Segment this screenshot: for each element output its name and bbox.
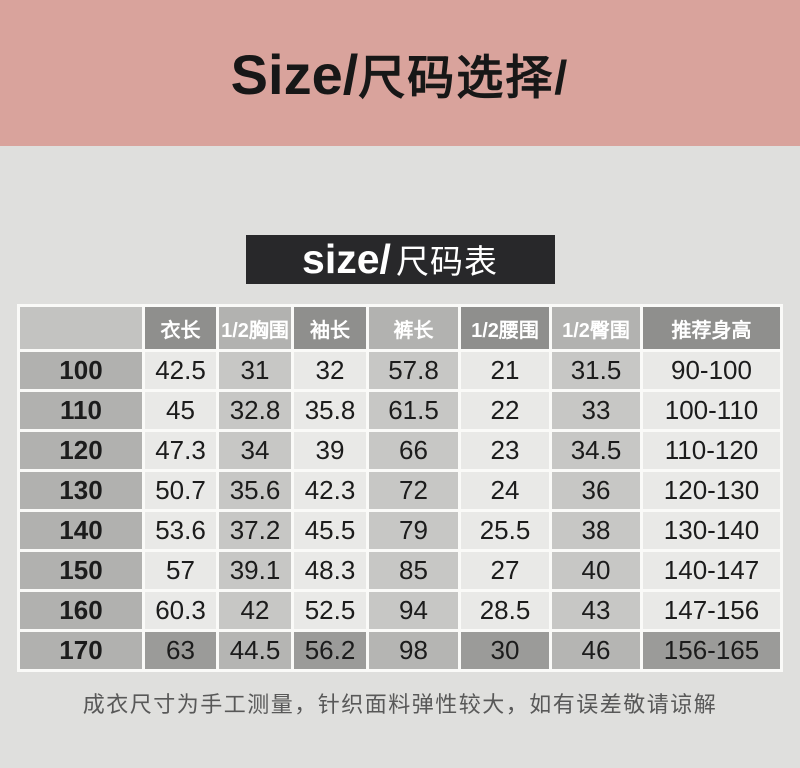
size-cell: 37.2 — [219, 512, 291, 549]
size-cell: 60.3 — [145, 592, 216, 629]
size-table: 衣长 1/2胸围 袖长 裤长 1/2腰围 1/2臀围 推荐身高 100 42.5 31 32 57.… — [17, 304, 783, 672]
size-cell: 21 — [461, 352, 549, 389]
size-cell: 156-165 — [643, 632, 780, 669]
size-cell: 42.3 — [294, 472, 366, 509]
size-cell: 56.2 — [294, 632, 366, 669]
size-cell: 32 — [294, 352, 366, 389]
size-chart-header-en: size/ — [302, 236, 391, 282]
size-cell: 61.5 — [369, 392, 458, 429]
size-cell: 47.3 — [145, 432, 216, 469]
header-cell: 1/2腰围 — [461, 307, 549, 349]
size-cell: 24 — [461, 472, 549, 509]
header-cell: 推荐身高 — [643, 307, 780, 349]
size-cell: 90-100 — [643, 352, 780, 389]
size-cell: 72 — [369, 472, 458, 509]
size-cell: 34 — [219, 432, 291, 469]
size-cell: 85 — [369, 552, 458, 589]
size-cell: 39 — [294, 432, 366, 469]
size-cell: 79 — [369, 512, 458, 549]
size-cell: 35.8 — [294, 392, 366, 429]
size-cell: 31 — [219, 352, 291, 389]
size-cell: 33 — [552, 392, 640, 429]
size-row-label: 160 — [20, 592, 142, 629]
size-cell: 36 — [552, 472, 640, 509]
size-cell: 66 — [369, 432, 458, 469]
size-cell: 43 — [552, 592, 640, 629]
size-cell: 140-147 — [643, 552, 780, 589]
size-row: 100 42.5 31 32 57.8 21 31.5 90-100 — [20, 352, 780, 389]
size-row-label: 170 — [20, 632, 142, 669]
size-table-head: 衣长 1/2胸围 袖长 裤长 1/2腰围 1/2臀围 推荐身高 — [20, 307, 780, 349]
corner-cell — [20, 307, 142, 349]
size-cell: 22 — [461, 392, 549, 429]
size-cell: 39.1 — [219, 552, 291, 589]
size-cell: 98 — [369, 632, 458, 669]
size-row: 160 60.3 42 52.5 94 28.5 43 147-156 — [20, 592, 780, 629]
size-cell: 45.5 — [294, 512, 366, 549]
size-cell: 120-130 — [643, 472, 780, 509]
size-cell: 46 — [552, 632, 640, 669]
size-row: 170 63 44.5 56.2 98 30 46 156-165 — [20, 632, 780, 669]
header-cell: 1/2胸围 — [219, 307, 291, 349]
size-cell: 57 — [145, 552, 216, 589]
size-cell: 94 — [369, 592, 458, 629]
page-title: Size/尺码选择/ — [231, 39, 570, 108]
size-row-label: 100 — [20, 352, 142, 389]
size-row: 140 53.6 37.2 45.5 79 25.5 38 130-140 — [20, 512, 780, 549]
size-cell: 53.6 — [145, 512, 216, 549]
size-banner: Size/尺码选择/ — [0, 0, 800, 146]
size-cell: 25.5 — [461, 512, 549, 549]
size-row-label: 140 — [20, 512, 142, 549]
size-row: 150 57 39.1 48.3 85 27 40 140-147 — [20, 552, 780, 589]
size-cell: 30 — [461, 632, 549, 669]
size-cell: 42 — [219, 592, 291, 629]
header-cell: 1/2臀围 — [552, 307, 640, 349]
size-row: 130 50.7 35.6 42.3 72 24 36 120-130 — [20, 472, 780, 509]
header-cell: 衣长 — [145, 307, 216, 349]
size-cell: 38 — [552, 512, 640, 549]
size-cell: 32.8 — [219, 392, 291, 429]
size-cell: 28.5 — [461, 592, 549, 629]
size-cell: 31.5 — [552, 352, 640, 389]
size-cell: 40 — [552, 552, 640, 589]
size-cell: 63 — [145, 632, 216, 669]
size-cell: 50.7 — [145, 472, 216, 509]
size-table-body: 100 42.5 31 32 57.8 21 31.5 90-100 110 45 32.8 35.8… — [20, 352, 780, 669]
size-chart-header: size/ 尺码表 — [245, 235, 555, 284]
size-cell: 34.5 — [552, 432, 640, 469]
size-cell: 42.5 — [145, 352, 216, 389]
size-cell: 35.6 — [219, 472, 291, 509]
size-cell: 45 — [145, 392, 216, 429]
size-row-label: 150 — [20, 552, 142, 589]
size-row-label: 110 — [20, 392, 142, 429]
size-cell: 52.5 — [294, 592, 366, 629]
size-row-label: 130 — [20, 472, 142, 509]
size-cell: 23 — [461, 432, 549, 469]
size-row-label: 120 — [20, 432, 142, 469]
size-cell: 147-156 — [643, 592, 780, 629]
header-cell: 袖长 — [294, 307, 366, 349]
size-chart-header-zh: 尺码表 — [395, 243, 498, 280]
page-title-zh: 尺码选择/ — [358, 50, 570, 104]
size-row: 120 47.3 34 39 66 23 34.5 110-120 — [20, 432, 780, 469]
size-cell: 100-110 — [643, 392, 780, 429]
size-cell: 44.5 — [219, 632, 291, 669]
size-cell: 110-120 — [643, 432, 780, 469]
size-row: 110 45 32.8 35.8 61.5 22 33 100-110 — [20, 392, 780, 429]
size-cell: 130-140 — [643, 512, 780, 549]
size-cell: 27 — [461, 552, 549, 589]
measurement-note: 成衣尺寸为手工测量，针织面料弹性较大，如有误差敬请谅解 — [82, 692, 718, 717]
header-cell: 裤长 — [369, 307, 458, 349]
size-cell: 48.3 — [294, 552, 366, 589]
size-cell: 57.8 — [369, 352, 458, 389]
page-title-en: Size/ — [230, 42, 359, 106]
header-row: 衣长 1/2胸围 袖长 裤长 1/2腰围 1/2臀围 推荐身高 — [20, 307, 780, 349]
